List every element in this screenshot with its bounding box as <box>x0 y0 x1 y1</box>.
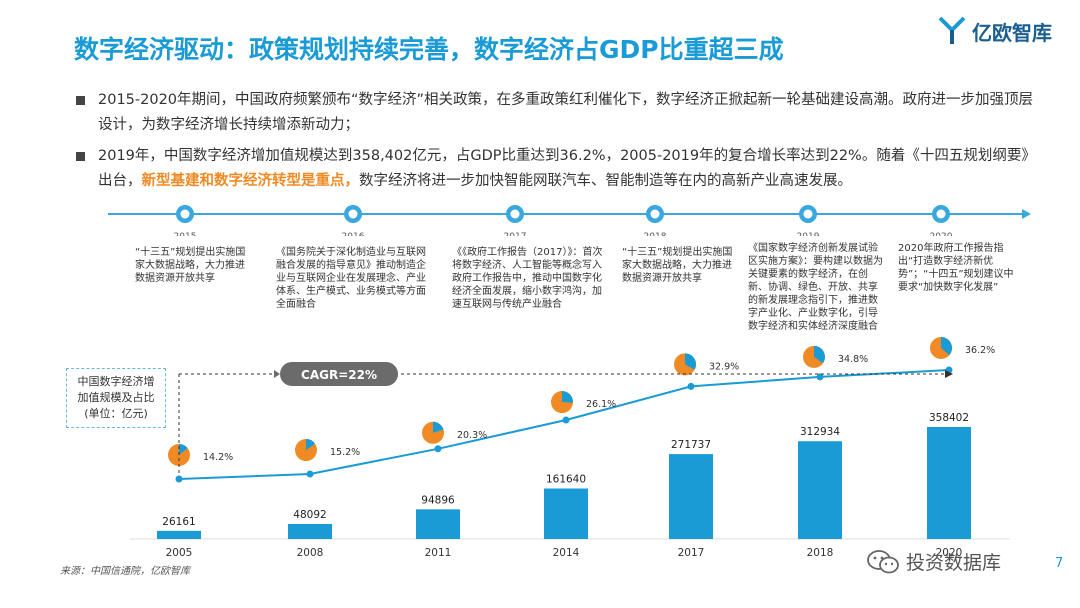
share-pie <box>930 337 953 359</box>
x-tick-label: 2014 <box>553 547 580 559</box>
timeline-dot-inner <box>803 209 813 219</box>
share-label: 14.2% <box>203 452 233 463</box>
share-pie <box>551 391 574 414</box>
timeline-dot-inner <box>936 209 946 219</box>
watermark-text: 投资数据库 <box>906 552 1002 574</box>
pie-slice <box>941 337 953 356</box>
share-point <box>175 475 183 483</box>
bar <box>288 523 332 539</box>
share-point <box>562 416 570 424</box>
share-pie <box>803 345 826 368</box>
bar <box>416 509 460 539</box>
logo-icon <box>938 16 966 44</box>
wechat-icon <box>867 549 899 573</box>
timeline-dot-inner <box>348 209 358 219</box>
bullet-item: 2015-2020年期间，中国政府频繁颁布“数字经济”相关政策，在多重政策红利催… <box>74 88 1034 138</box>
share-pie <box>422 421 444 444</box>
timeline-dot-inner <box>650 209 660 219</box>
y-label-line: 中国数字经济增 <box>77 375 155 388</box>
timeline-desc: “十三五”规划提出实施国家大数据战略，大力推进数据资源开放共享 <box>135 247 246 284</box>
chart-y-label: 中国数字经济增 加值规模及占比 (单位：亿元) <box>66 368 166 428</box>
timeline-year: 2016 <box>342 232 365 236</box>
timeline-year: 2018 <box>644 232 667 236</box>
pie-slice <box>562 391 574 403</box>
cagr-arrow-icon <box>945 370 953 378</box>
bullet-text: 数字经济将进一步加快智能网联汽车、智能制造等在内的高新产业高速发展。 <box>359 173 852 189</box>
pie-slice <box>685 353 696 370</box>
timeline-arrow-icon <box>1022 209 1031 219</box>
share-label: 36.2% <box>965 345 995 356</box>
x-tick-label: 2011 <box>425 547 452 559</box>
share-label: 20.3% <box>457 430 487 441</box>
bullet-highlight: 新型基建和数字经济转型是重点， <box>141 173 360 189</box>
share-point <box>687 382 695 390</box>
pie-slice <box>306 439 315 451</box>
bar-value-label: 26161 <box>162 516 195 528</box>
x-tick-label: 2008 <box>297 547 324 559</box>
share-pie <box>674 353 696 376</box>
bar-value-label: 94896 <box>421 494 455 506</box>
bar-value-label: 161640 <box>546 473 586 485</box>
bar-value-label: 48092 <box>293 509 326 521</box>
bullet-text: 2019年，中国数字经济增加值规模达到358,402亿元，占GDP比重达到36.… <box>98 148 1029 189</box>
bullet-item: 2019年，中国数字经济增加值规模达到358,402亿元，占GDP比重达到36.… <box>74 144 1034 194</box>
timeline-desc: 《国家数字经济创新发展试验区实施方案》：要构建以数据为关键要素的数字经济，在创新… <box>748 243 883 332</box>
timeline-dot-inner <box>180 209 190 219</box>
share-label: 32.9% <box>709 361 739 372</box>
cagr-badge <box>280 362 398 386</box>
timeline-desc: 《国务院关于深化制造业与互联网融合发展的指导意见》推动制造企业与互联网企业在发展… <box>276 247 426 310</box>
source-note: 来源：中国信通院，亿欧智库 <box>60 566 190 577</box>
brand-logo: 亿欧智库 <box>938 16 1052 46</box>
watermark: 投资数据库 <box>866 548 1001 575</box>
bar <box>798 441 842 539</box>
y-label-line: 加值规模及占比 <box>77 391 155 404</box>
x-tick-label: 2017 <box>678 547 705 559</box>
timeline-desc: 《《政府工作报告（2017）》：首次将数字经济、人工智能等概念写入政府工作报告中… <box>452 247 603 310</box>
share-point <box>306 470 314 478</box>
bar <box>669 454 713 539</box>
bar <box>927 427 971 539</box>
timeline-year: 2020 <box>930 232 953 236</box>
x-tick-label: 2005 <box>166 547 193 559</box>
y-label-line: (单位：亿元) <box>84 407 148 420</box>
bullet-text: 2015-2020年期间，中国政府频繁颁布“数字经济”相关政策，在多重政策红利催… <box>98 92 1034 133</box>
timeline-year: 2015 <box>174 232 197 236</box>
pie-slice <box>814 345 826 364</box>
timeline-year: 2019 <box>797 232 820 236</box>
bar-value-label: 358402 <box>929 412 969 424</box>
x-tick-label: 2018 <box>807 547 834 559</box>
x-tick-label: 2020 <box>936 547 963 559</box>
bar <box>544 488 588 539</box>
share-label: 26.1% <box>586 399 616 410</box>
timeline-desc: 2020年政府工作报告指出“打造数字经济新优势”；“十四五”规划建议中要求“加快… <box>898 243 1014 293</box>
timeline-year: 2017 <box>504 232 527 236</box>
pie-slice <box>433 421 444 433</box>
bar-value-label: 271737 <box>671 439 711 451</box>
share-point <box>816 373 824 381</box>
bar-value-label: 312934 <box>800 426 840 438</box>
bullet-square-icon <box>76 152 85 161</box>
bullet-list: 2015-2020年期间，中国政府频繁颁布“数字经济”相关政策，在多重政策红利催… <box>74 88 1034 200</box>
cagr-label: CAGR=22% <box>301 368 377 382</box>
pie-slice <box>179 444 188 455</box>
share-point <box>434 445 442 453</box>
bar <box>157 530 201 539</box>
page-number: 7 <box>1055 556 1064 571</box>
bullet-square-icon <box>76 96 85 105</box>
timeline-desc: “十三五”规划提出实施国家大数据战略，大力推进数据资源开放共享 <box>622 247 733 284</box>
share-label: 34.8% <box>838 354 868 365</box>
timeline-dot-inner <box>510 209 520 219</box>
page-title: 数字经济驱动：政策规划持续完善，数字经济占GDP比重超三成 <box>74 35 784 64</box>
share-pie <box>295 439 317 462</box>
cagr-badge-tip <box>274 370 280 378</box>
logo-text: 亿欧智库 <box>972 20 1052 45</box>
share-label: 15.2% <box>330 447 360 458</box>
policy-timeline: 2015 2016 2017 2018 2019 2020 <box>108 205 1031 236</box>
